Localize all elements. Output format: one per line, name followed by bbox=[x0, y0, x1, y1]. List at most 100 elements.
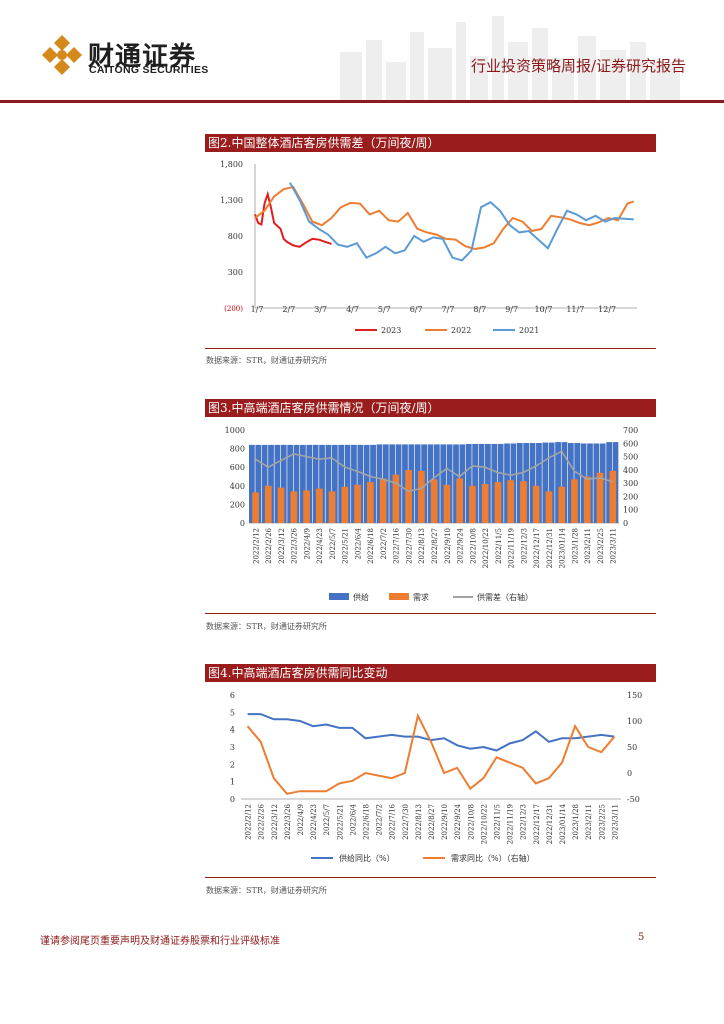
demand-bar bbox=[507, 480, 515, 523]
report-type: 行业投资策略周报/证券研究报告 bbox=[470, 57, 686, 75]
figure-3-source: 数据来源：STR，财通证券研究所 bbox=[206, 622, 327, 631]
supply-bar bbox=[344, 444, 351, 523]
supply-bar bbox=[274, 444, 281, 523]
series-line-2023 bbox=[254, 190, 332, 248]
x-tick-label: 2022/10/22 bbox=[482, 528, 490, 568]
legend-label-2022: 2022 bbox=[451, 326, 471, 335]
demand-yoy-line bbox=[246, 712, 616, 795]
supply-bar bbox=[293, 444, 300, 523]
x-tick-label: 2022/4/23 bbox=[310, 804, 318, 840]
demand-bar bbox=[430, 479, 438, 523]
legend-swatch-供给 bbox=[329, 593, 349, 600]
x-tick-label: 2022/12/17 bbox=[533, 528, 541, 568]
x-tick-label: 2022/9/24 bbox=[454, 803, 462, 839]
x-tick-label: 2022/12/3 bbox=[520, 528, 528, 564]
supply-bar bbox=[580, 443, 587, 523]
x-tick-label: 7/7 bbox=[442, 305, 455, 314]
x-tick-label: 2023/3/11 bbox=[611, 804, 619, 840]
demand-bar bbox=[469, 485, 476, 523]
y2-tick-label: 600 bbox=[623, 439, 638, 448]
demand-bar bbox=[354, 484, 361, 523]
supply-bar bbox=[402, 444, 408, 523]
legend-label: 供给同比（%） bbox=[339, 853, 395, 863]
supply-bar bbox=[414, 444, 421, 523]
figure-2-chart: 1,800 1,300 800 300 (200) 1/7 2/7 3/7 4/7 5/7 6/7 7… bbox=[220, 160, 637, 335]
x-tick-label: 2022/7/16 bbox=[393, 527, 401, 563]
x-tick-label: 2023/01/14 bbox=[559, 527, 567, 568]
x-tick-label: 2022/2/12 bbox=[252, 528, 260, 564]
y2-tick-label: 100 bbox=[627, 717, 642, 726]
y-tick-label: 2 bbox=[230, 760, 235, 769]
y2-tick-label: 150 bbox=[627, 691, 642, 700]
x-tick-label: 2022/6/4 bbox=[354, 527, 362, 559]
demand-bar bbox=[264, 485, 272, 523]
figure-2-title: 图2.中国整体酒店客房供需差（万间夜/周） bbox=[205, 134, 656, 152]
figure-4-title: 图4.中高端酒店客房供需同比变动 bbox=[205, 664, 656, 682]
y-tick-label: 5 bbox=[230, 708, 235, 717]
y-tick-label: 1000 bbox=[225, 426, 245, 435]
series-line-2022 bbox=[254, 185, 635, 251]
x-tick-label: 2022/2/12 bbox=[245, 804, 253, 840]
supply-bar bbox=[504, 443, 510, 523]
y2-tick-label: -50 bbox=[627, 795, 640, 804]
figure-3-rule bbox=[205, 613, 656, 614]
supply-bar bbox=[465, 443, 472, 523]
supply-bar bbox=[312, 444, 319, 523]
supply-bar bbox=[319, 444, 325, 523]
x-tick-label: 2022/7/30 bbox=[405, 528, 413, 564]
x-tick-label: 2022/5/7 bbox=[323, 804, 331, 835]
supply-bar bbox=[472, 443, 479, 523]
supply-bar bbox=[376, 444, 383, 523]
x-tick-label: 2022/4/23 bbox=[316, 528, 324, 564]
demand-bar bbox=[277, 487, 285, 523]
y-tick-label: 1,800 bbox=[220, 160, 243, 169]
x-tick-label: 3/7 bbox=[314, 305, 327, 314]
figure-2-source: 数据来源：STR，财通证券研究所 bbox=[206, 356, 327, 365]
supply-bar bbox=[446, 444, 453, 523]
y-tick-label: 1,300 bbox=[220, 196, 243, 205]
supply-bar bbox=[536, 443, 542, 523]
x-tick-label: 2023/01/14 bbox=[559, 803, 567, 844]
y2-tick-label: 700 bbox=[623, 426, 638, 435]
supply-bar bbox=[453, 444, 459, 523]
supply-bar bbox=[440, 444, 447, 523]
x-tick-label: 2022/4/9 bbox=[303, 528, 311, 559]
x-tick-label: 2023/2/25 bbox=[598, 804, 606, 840]
x-tick-label: 2022/6/4 bbox=[349, 803, 357, 835]
y2-tick-label: 50 bbox=[627, 743, 637, 752]
x-tick-label: 2022/9/10 bbox=[441, 804, 449, 840]
y-tick-label: 400 bbox=[230, 482, 245, 491]
demand-bar bbox=[558, 486, 566, 523]
demand-bar bbox=[583, 476, 591, 523]
demand-bar bbox=[379, 478, 387, 523]
supply-bar bbox=[485, 443, 491, 523]
supply-bar bbox=[567, 443, 574, 523]
x-tick-label: 2022/8/27 bbox=[428, 804, 436, 840]
supply-bar bbox=[593, 443, 600, 523]
x-tick-label: 2022/3/26 bbox=[284, 803, 292, 839]
demand-bar bbox=[315, 488, 323, 523]
demand-bar bbox=[520, 481, 527, 523]
brand-name-cn: 财通证券 bbox=[88, 42, 197, 72]
x-tick-label: 2023/3/11 bbox=[610, 528, 618, 564]
x-tick-label: 10/7 bbox=[535, 305, 553, 314]
x-tick-label: 5/7 bbox=[378, 305, 391, 314]
y-tick-label: 1 bbox=[230, 778, 235, 787]
y-tick-label: 3 bbox=[230, 743, 235, 752]
gap-line bbox=[254, 450, 613, 492]
header-rule bbox=[0, 100, 724, 103]
supply-bar bbox=[491, 443, 498, 523]
supply-bar bbox=[268, 444, 274, 523]
supply-bar bbox=[261, 444, 268, 523]
page-number: 5 bbox=[638, 932, 645, 943]
x-tick-label: 2023/1/28 bbox=[571, 528, 579, 564]
x-tick-label: 2022/7/30 bbox=[402, 804, 410, 840]
y-tick-label: 6 bbox=[230, 691, 235, 700]
x-tick-label: 1/7 bbox=[251, 305, 264, 314]
y2-tick-label: 0 bbox=[627, 769, 632, 778]
x-tick-label: 2022/11/5 bbox=[495, 528, 503, 564]
x-tick-label: 2022/3/12 bbox=[271, 804, 279, 840]
supply-bar bbox=[306, 444, 313, 523]
y2-tick-label: 100 bbox=[623, 506, 638, 515]
supply-bar bbox=[249, 444, 255, 523]
